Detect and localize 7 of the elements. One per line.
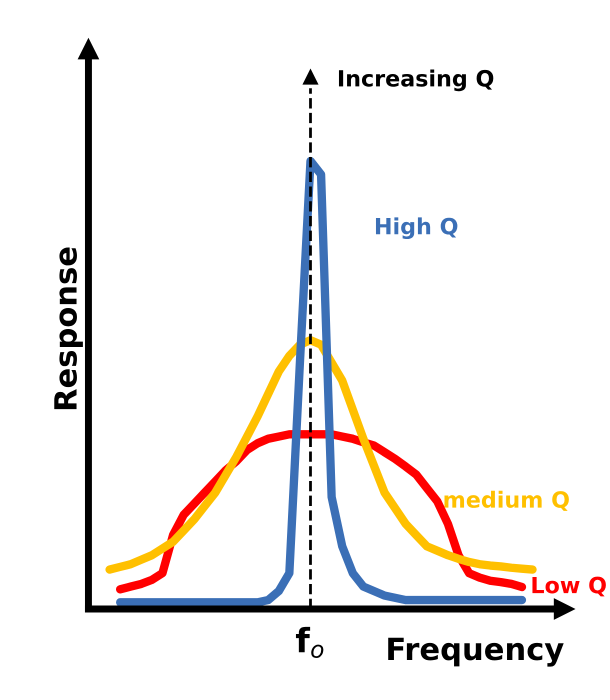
x-axis-title: Frequency xyxy=(388,638,564,667)
series-label: Low Q xyxy=(532,576,606,596)
text: High Q xyxy=(376,217,458,240)
y-axis-title: Response xyxy=(54,247,83,410)
text: Increasing Q xyxy=(338,70,494,92)
text: f$_{o}$ xyxy=(296,626,324,658)
series-label: medium Q xyxy=(444,490,569,511)
